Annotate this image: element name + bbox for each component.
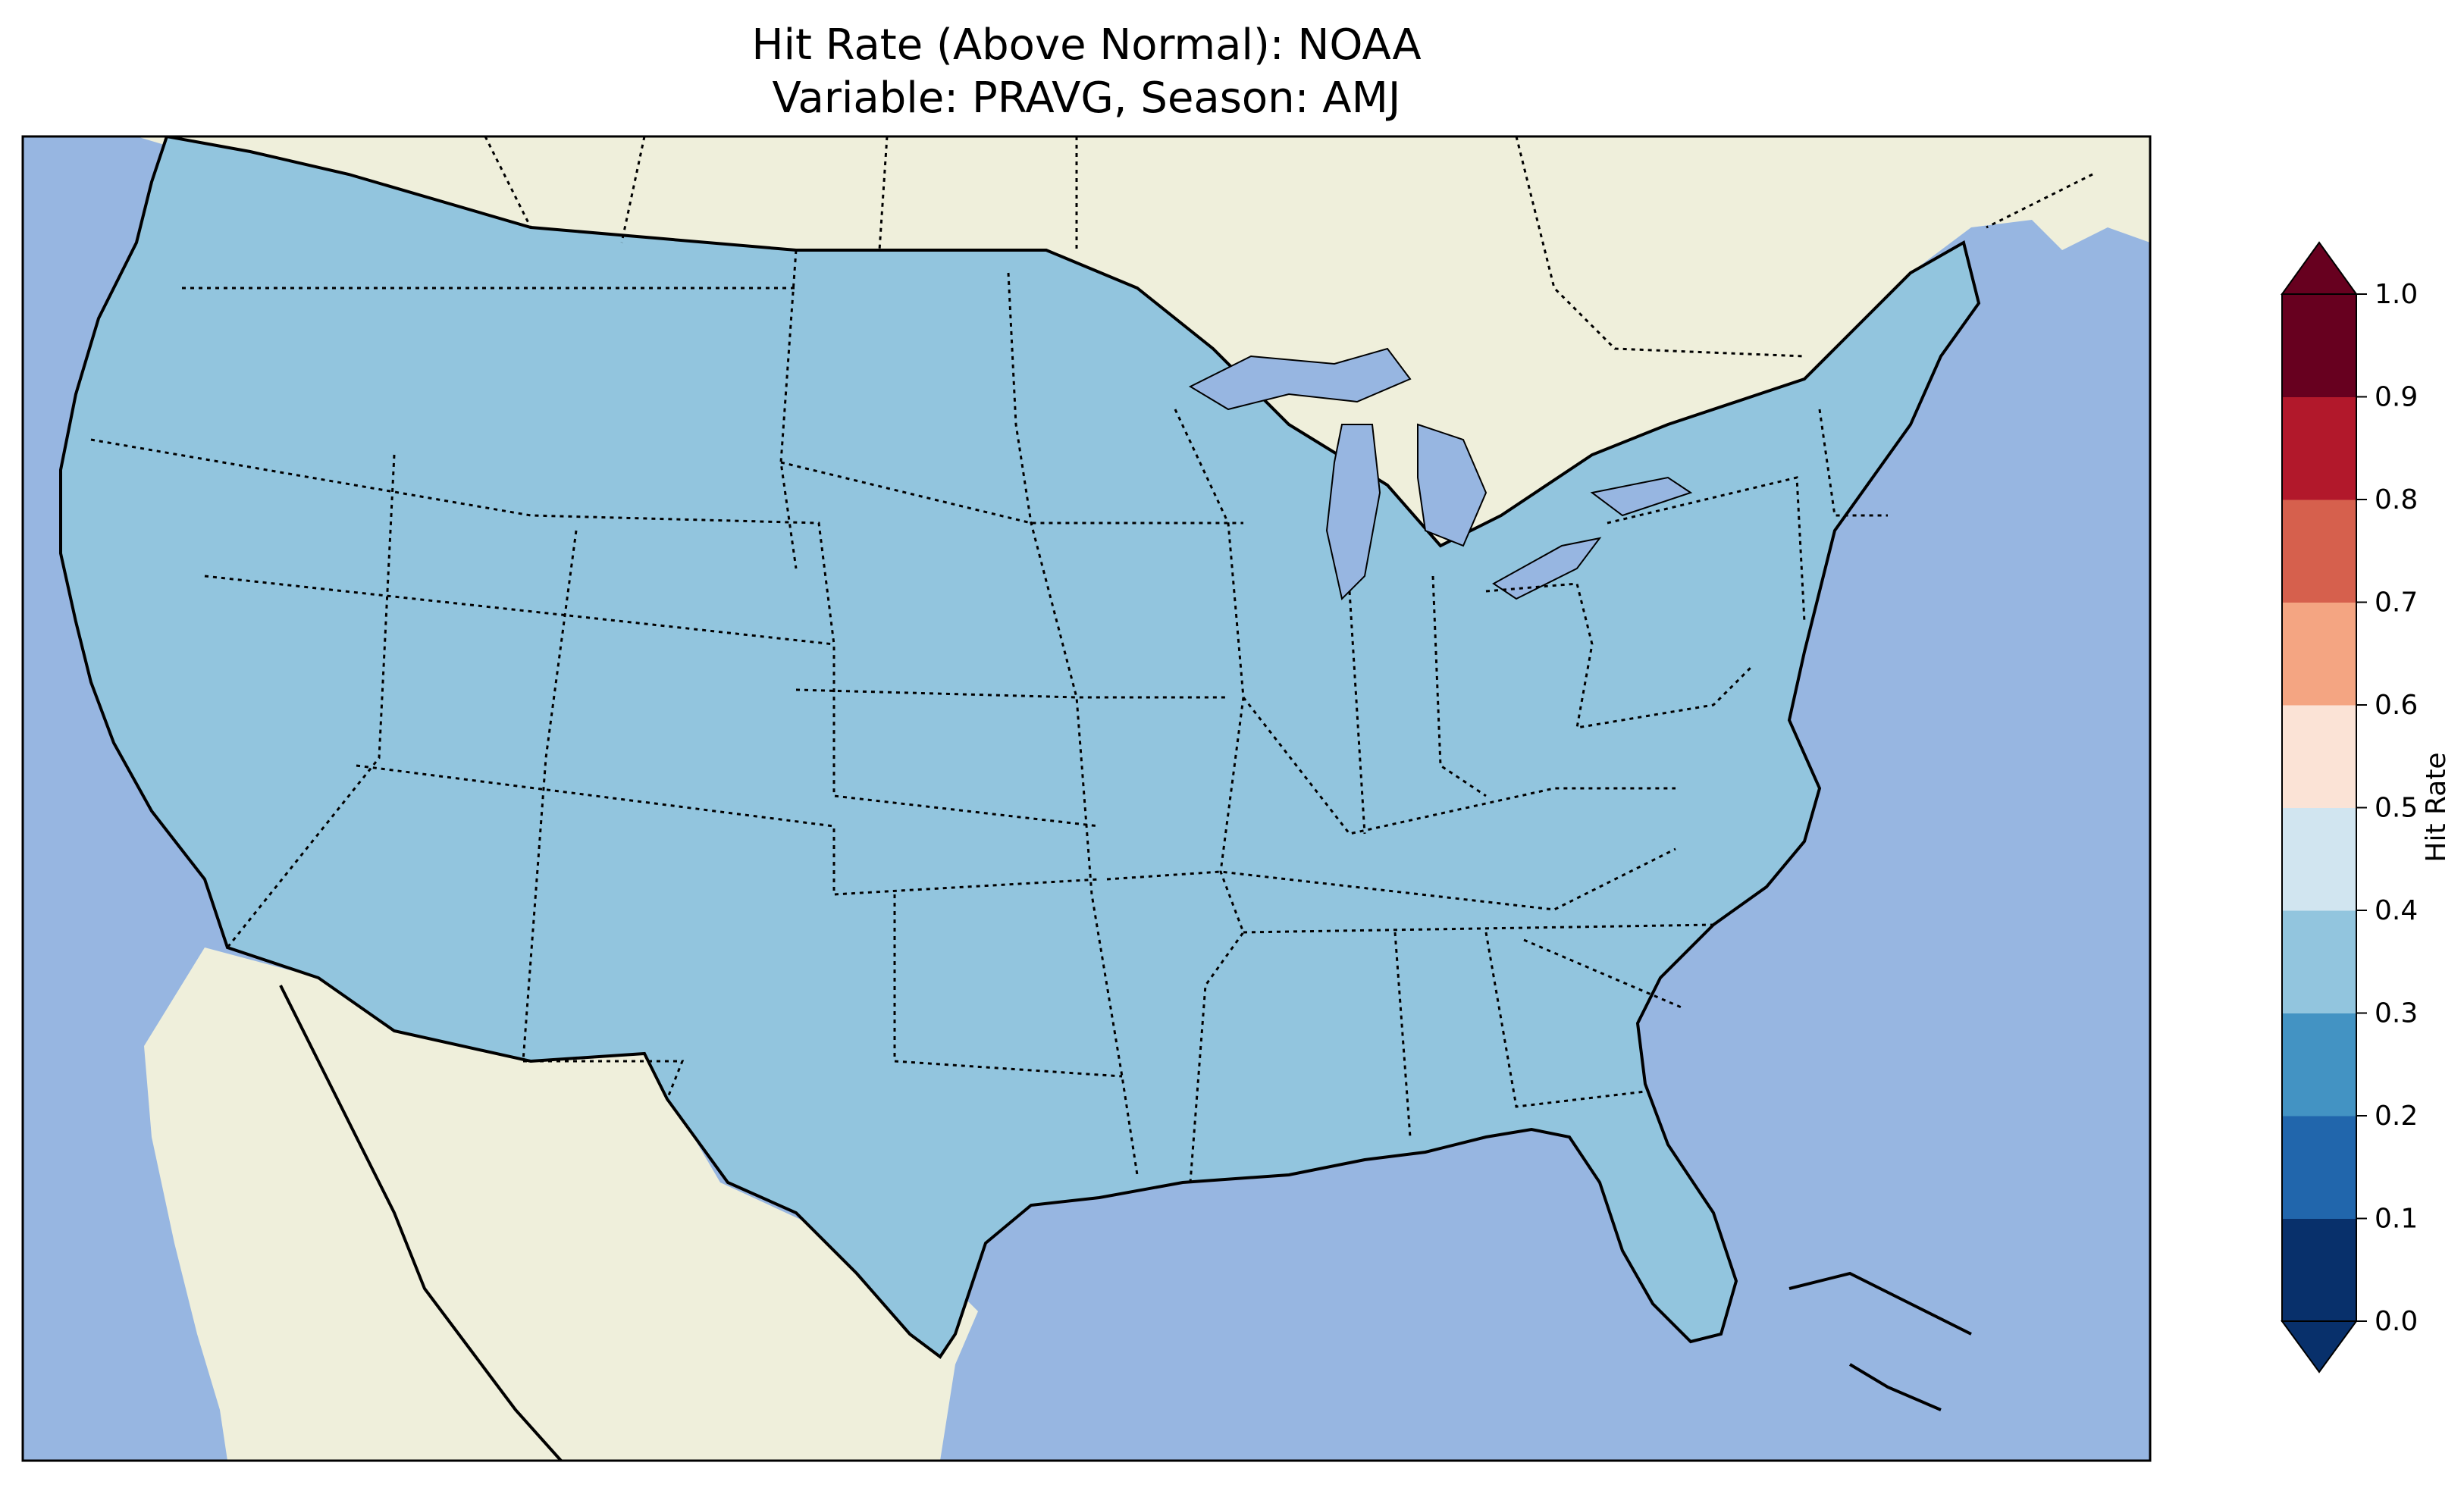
colorbar-tick-label: 0.5 <box>2375 793 2418 824</box>
international-borders <box>484 136 2093 358</box>
colorbar-bin <box>2282 807 2356 911</box>
great-lakes <box>1188 347 1693 600</box>
coastlines-other <box>279 985 1972 1461</box>
colorbar-extend-top <box>2281 241 2358 295</box>
colorbar-bins <box>2282 294 2356 1322</box>
colorbar-tick-label: 0.0 <box>2375 1306 2418 1337</box>
colorbar-bin <box>2282 705 2356 808</box>
colorbar-tick-label: 0.2 <box>2375 1101 2418 1132</box>
lake-superior <box>1188 347 1412 411</box>
map-title-line-2: Variable: PRAVG, Season: AMJ <box>773 74 1401 123</box>
lake-erie <box>1492 537 1602 600</box>
colorbar-bin <box>2282 1218 2356 1322</box>
colorbar-extend-bottom <box>2281 1320 2358 1373</box>
canada-land <box>136 136 2150 546</box>
colorbar-tick-label: 0.6 <box>2375 690 2418 721</box>
state-borders <box>90 249 1888 1183</box>
colorbar-tick-label: 0.1 <box>2375 1204 2418 1235</box>
colorbar-tick-label: 0.4 <box>2375 895 2418 926</box>
lake-huron <box>1417 423 1487 547</box>
mexico-land <box>144 947 978 1461</box>
colorbar: 0.0 0.1 0.2 0.3 0.4 0.5 0.6 0.7 0.8 0.9 1.0 Hit Ra… <box>2281 241 2452 1373</box>
colorbar-tick-label: 0.8 <box>2375 484 2418 515</box>
colorbar-bin <box>2282 500 2356 603</box>
colorbar-ticks: 0.0 0.1 0.2 0.3 0.4 0.5 0.6 0.7 0.8 0.9 1.0 <box>2356 279 2418 1337</box>
colorbar-tick-label: 1.0 <box>2375 279 2418 310</box>
colorbar-bin <box>2282 602 2356 706</box>
colorbar-bin <box>2282 1013 2356 1117</box>
colorbar-label: Hit Rate <box>2421 752 2452 862</box>
colorbar-tick-label: 0.7 <box>2375 587 2418 619</box>
map-area <box>23 136 2150 1461</box>
colorbar-bin <box>2282 1116 2356 1219</box>
map-frame <box>21 135 2152 1462</box>
colorbar-tick-label: 0.3 <box>2375 998 2418 1029</box>
colorbar-bin <box>2282 910 2356 1013</box>
map-title-line-1: Hit Rate (Above Normal): NOAA <box>751 20 1421 70</box>
colorbar-tick-label: 0.9 <box>2375 382 2418 413</box>
lake-ontario <box>1590 476 1693 517</box>
lake-michigan <box>1325 424 1381 600</box>
colorbar-bin <box>2282 396 2356 500</box>
colorbar-bin <box>2282 294 2356 397</box>
